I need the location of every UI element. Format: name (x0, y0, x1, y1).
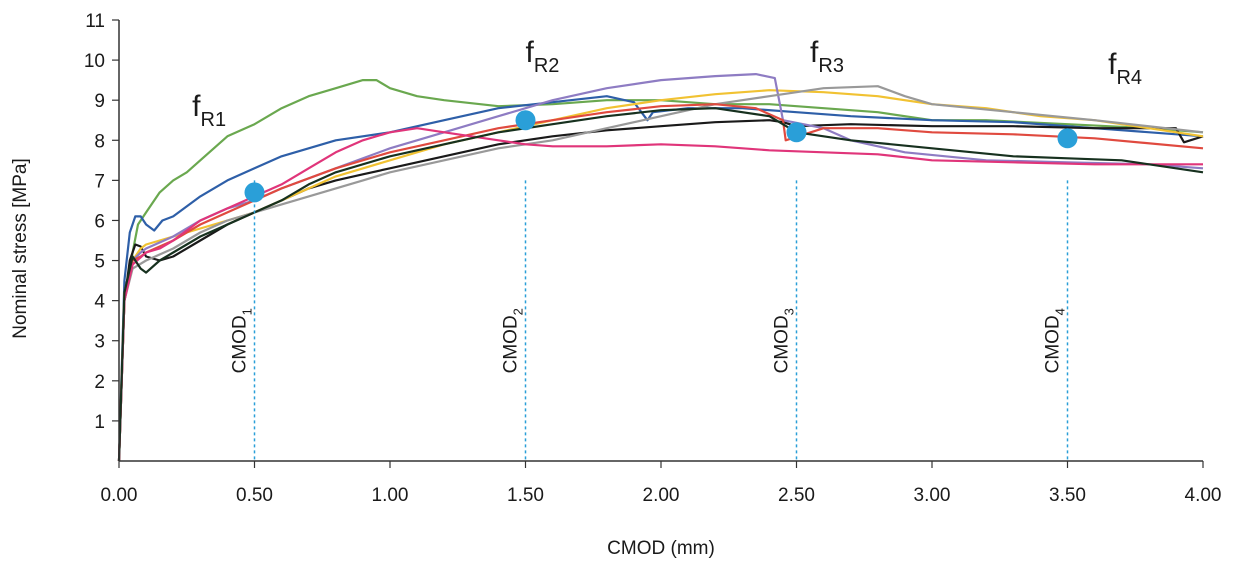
cmod-label: CMOD1 (230, 308, 255, 373)
y-axis-title: Nominal stress [MPa] (10, 158, 31, 339)
series-line-1 (117, 79, 1204, 462)
series-line-6 (117, 85, 1204, 462)
x-tick-label: 0.50 (236, 485, 273, 506)
series-layer (117, 73, 1204, 462)
y-tick-label: 9 (94, 91, 105, 112)
x-tick-label: 2.50 (778, 485, 815, 506)
x-tick-label: 1.50 (507, 485, 544, 506)
y-tick-label: 10 (84, 51, 105, 72)
y-tick-label: 6 (94, 211, 105, 232)
x-tick-label: 1.00 (372, 485, 409, 506)
y-tick-label: 8 (94, 131, 105, 152)
residual-point-r4 (1057, 128, 1078, 149)
residual-point-r1 (244, 182, 265, 203)
series-line-8 (117, 127, 1203, 462)
y-tick-label: 4 (94, 292, 105, 313)
cmod-marker-layer: CMOD1 CMOD2 CMOD3 CMOD4 (230, 180, 1069, 461)
x-tick-label: 2.00 (643, 485, 680, 506)
series-line-2 (117, 95, 1204, 462)
series-line-7 (117, 103, 1204, 462)
label-r3: fR3 (810, 36, 844, 77)
x-tick-label: 4.00 (1185, 485, 1222, 506)
series-line-3 (117, 119, 1204, 462)
x-tick-label: 3.00 (914, 485, 951, 506)
y-tick-label: 7 (94, 171, 105, 192)
y-tick-label: 1 (94, 412, 105, 433)
label-r1: fR1 (192, 90, 226, 131)
label-r2: fR2 (526, 36, 560, 77)
cmod-label: CMOD2 (501, 308, 526, 373)
y-tick-label: 5 (94, 252, 105, 273)
series-line-5 (117, 73, 1204, 462)
series-line-9 (117, 107, 1204, 462)
label-r4: fR4 (1108, 48, 1142, 89)
y-tick-label: 3 (94, 332, 105, 353)
series-line-4 (117, 89, 1204, 462)
residual-point-r2 (515, 110, 536, 131)
axes-layer (118, 20, 1203, 462)
x-tick-label: 3.50 (1049, 485, 1086, 506)
y-tick-label: 2 (94, 372, 105, 393)
residual-point-layer: fR1 fR2 fR3 fR4 (192, 36, 1142, 203)
cmod-label: CMOD4 (1043, 308, 1068, 373)
x-tick-label: 0.00 (101, 485, 138, 506)
cmod-label: CMOD3 (772, 308, 797, 373)
residual-point-r3 (786, 122, 807, 143)
y-tick-label: 11 (85, 11, 105, 32)
tick-layer: 1 2 3 4 5 6 7 8 9 10 11 0.00 0.50 1.00 1.50 2.00 2.50 3.0… (84, 11, 1222, 506)
x-axis-title: CMOD (mm) (607, 538, 715, 559)
